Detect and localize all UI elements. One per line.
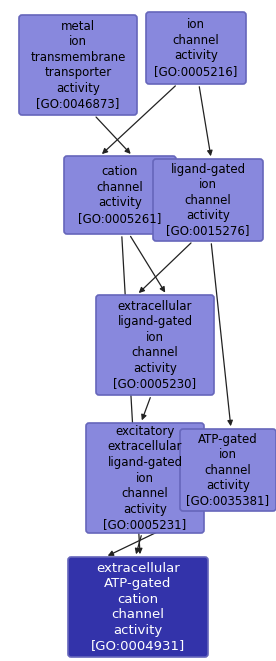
FancyBboxPatch shape (153, 159, 263, 241)
FancyBboxPatch shape (64, 156, 176, 234)
Text: extracellular
ATP-gated
cation
channel
activity
[GO:0004931]: extracellular ATP-gated cation channel a… (91, 562, 185, 652)
FancyBboxPatch shape (96, 295, 214, 395)
FancyBboxPatch shape (19, 15, 137, 115)
Text: ion
channel
activity
[GO:0005216]: ion channel activity [GO:0005216] (154, 19, 238, 78)
Text: ligand-gated
ion
channel
activity
[GO:0015276]: ligand-gated ion channel activity [GO:00… (166, 163, 250, 237)
FancyBboxPatch shape (180, 429, 276, 511)
Text: cation
channel
activity
[GO:0005261]: cation channel activity [GO:0005261] (78, 165, 162, 225)
FancyBboxPatch shape (146, 12, 246, 84)
FancyBboxPatch shape (68, 557, 208, 657)
Text: excitatory
extracellular
ligand-gated
ion
channel
activity
[GO:0005231]: excitatory extracellular ligand-gated io… (104, 425, 187, 531)
Text: ATP-gated
ion
channel
activity
[GO:0035381]: ATP-gated ion channel activity [GO:00353… (186, 432, 270, 508)
Text: metal
ion
transmembrane
transporter
activity
[GO:0046873]: metal ion transmembrane transporter acti… (30, 20, 126, 110)
Text: extracellular
ligand-gated
ion
channel
activity
[GO:0005230]: extracellular ligand-gated ion channel a… (113, 299, 197, 390)
FancyBboxPatch shape (86, 423, 204, 533)
